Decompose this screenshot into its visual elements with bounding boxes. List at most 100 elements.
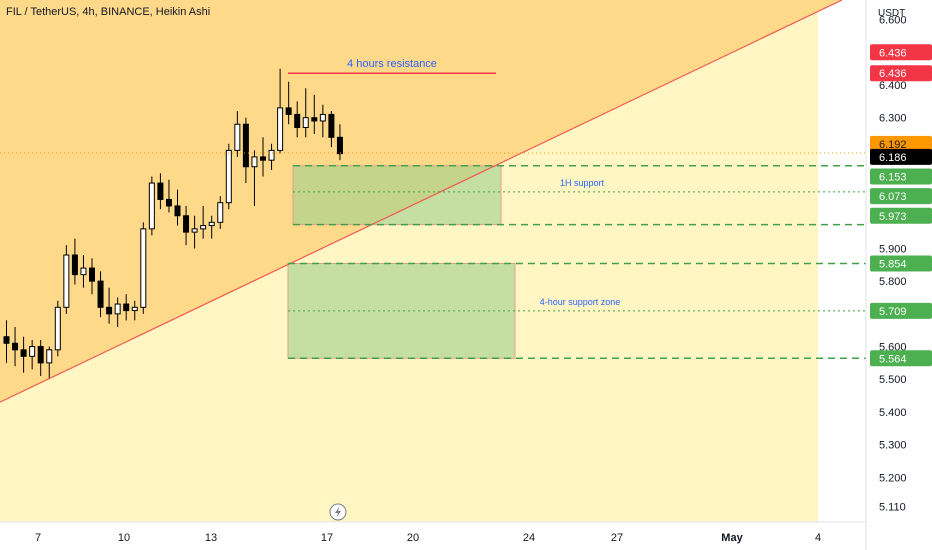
x-tick-label: 13 [205, 532, 217, 544]
current-price-value: 6.192 [879, 139, 907, 151]
lightning-icon-bolt [335, 506, 341, 518]
support-4h-zone [287, 263, 516, 359]
candle-body [319, 113, 326, 122]
price-tag-6073-box [870, 188, 932, 205]
candle [54, 300, 61, 357]
candle-body [106, 306, 113, 315]
candle [123, 294, 130, 321]
price-tag-5854-value: 5.854 [879, 259, 907, 271]
candle [234, 111, 241, 157]
candle [225, 143, 232, 210]
candle-body [114, 303, 121, 315]
candle-body [80, 267, 87, 276]
price-tag-5709-box [870, 302, 932, 319]
candle [191, 215, 198, 249]
price-tag-5709-value: 5.709 [879, 306, 907, 318]
price-tag-resistance-a-box [870, 44, 932, 61]
candle [328, 111, 335, 148]
price-tag-6153: 6.153 [870, 168, 932, 185]
candle [71, 238, 78, 285]
candle [336, 124, 343, 161]
candle [319, 104, 326, 138]
candle-body [242, 123, 249, 168]
candle [242, 117, 249, 184]
price-tag-5973-value: 5.973 [879, 211, 907, 223]
candle-body [191, 228, 198, 233]
candle-body [174, 205, 181, 217]
line-layer: 4 hours resistance 1H support 4-hour suppo… [0, 0, 866, 403]
price-tag-5973: 5.973 [870, 207, 932, 224]
candle-body [37, 346, 44, 364]
candle-body [71, 254, 78, 276]
candle [12, 326, 19, 367]
price-tag-5709: 5.709 [870, 302, 932, 319]
price-tag-resistance-a-value: 6.436 [879, 47, 907, 59]
candle-body [131, 306, 138, 312]
candle [285, 81, 292, 125]
price-tag-resistance-b: 6.436 [870, 65, 932, 82]
x-tick-label: 20 [407, 532, 419, 544]
support-1h-zone [292, 165, 502, 226]
time-axis-panel [0, 522, 866, 550]
candle-body [277, 107, 284, 151]
candle [157, 173, 164, 210]
last-close-tag: 6.186 [870, 148, 932, 165]
price-tag-6153-box [870, 168, 932, 185]
candle-body [260, 156, 266, 161]
candle-body [12, 342, 19, 351]
x-tick-label: May [721, 532, 743, 544]
candle-body [200, 225, 207, 230]
lightning-icon [329, 503, 347, 521]
candle [183, 205, 190, 246]
candle [148, 176, 155, 236]
candle-body [183, 215, 190, 233]
price-tag-6153-value: 6.153 [879, 172, 907, 184]
future-area [818, 0, 866, 522]
candle [131, 300, 138, 321]
candle [200, 205, 207, 239]
candle [260, 137, 266, 177]
price-tag-6073-value: 6.073 [879, 191, 907, 203]
y-tick-label: 6.400 [879, 80, 907, 92]
x-tick-label: 10 [118, 532, 130, 544]
candle [140, 222, 147, 314]
candle [63, 245, 70, 314]
candle-body [140, 228, 147, 308]
price-tag-5973-box [870, 207, 932, 224]
candle-body [225, 149, 232, 204]
candle-body [336, 136, 343, 155]
price-tag-resistance-b-value: 6.436 [879, 68, 907, 80]
candle-body [234, 123, 241, 151]
support-1h-label: 1H support [560, 178, 605, 188]
candle-body [294, 113, 301, 129]
x-tick-label: 4 [815, 532, 821, 544]
candle-body [302, 117, 309, 128]
candle [80, 255, 87, 288]
y-tick-label: 5.400 [879, 407, 907, 419]
price-tag-5854: 5.854 [870, 255, 932, 272]
candle [114, 297, 121, 327]
candle [302, 88, 309, 138]
y-tick-label: 6.300 [879, 113, 907, 125]
candle [277, 68, 284, 154]
price-tag-5564-box [870, 350, 932, 367]
candle [37, 340, 44, 376]
candle-layer [3, 68, 343, 380]
background-layer [0, 0, 866, 522]
x-tick-label: 27 [611, 532, 623, 544]
candle-body [3, 336, 10, 344]
y-tick-label: 5.300 [879, 440, 907, 452]
candle [174, 189, 181, 226]
price-tag-resistance-a: 6.436 [870, 44, 932, 61]
currency-label: USDT [878, 8, 905, 19]
candle-body [217, 202, 224, 223]
candle-body [46, 349, 53, 364]
resistance-label: 4 hours resistance [347, 58, 437, 70]
candle-body [20, 349, 27, 357]
last-close-tag-value: 6.186 [879, 152, 907, 164]
candle-body [148, 182, 155, 230]
candle [165, 179, 172, 213]
candle-body [251, 156, 258, 168]
